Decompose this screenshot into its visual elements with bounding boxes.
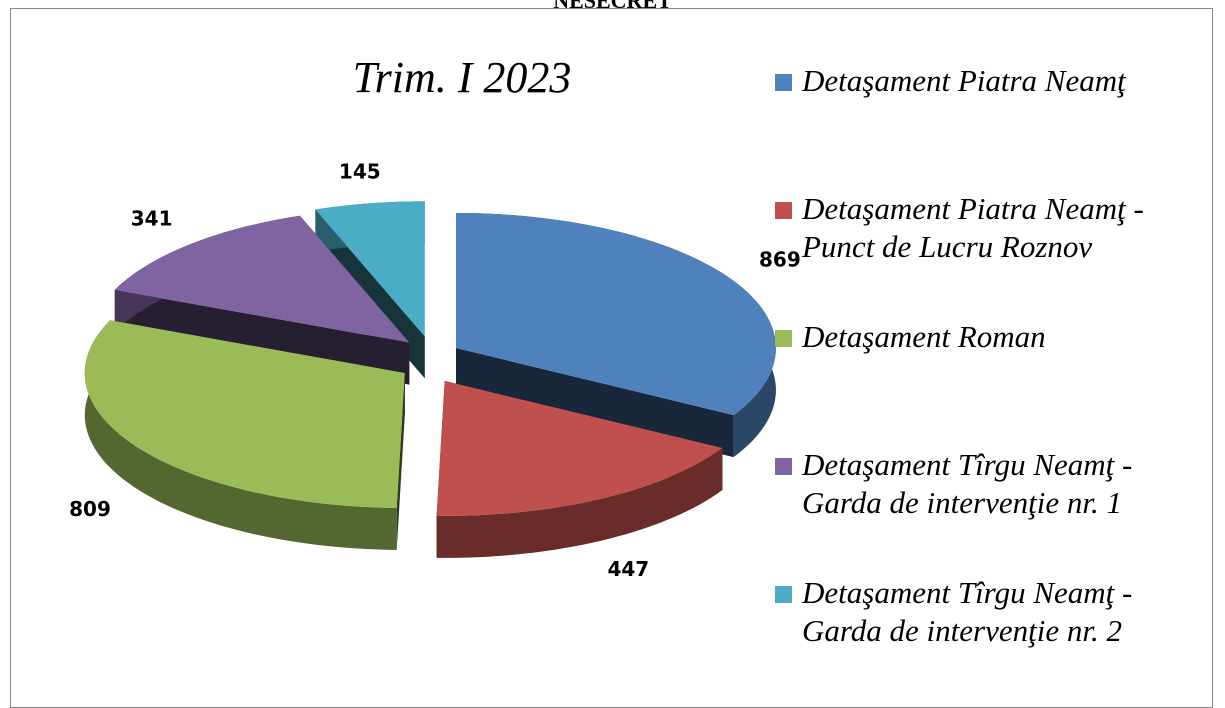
legend-label: Detaşament Tîrgu Neamţ - Garda de interv… [802,447,1133,520]
legend-swatch [775,202,792,219]
legend-item: Detaşament Roman [775,318,1215,446]
data-label: 447 [607,557,649,581]
legend-item: Detaşament Tîrgu Neamţ - Garda de interv… [775,574,1215,702]
slice-side [436,448,723,558]
data-label: 145 [339,159,381,183]
legend-swatch [775,586,792,603]
legend-swatch [775,74,792,91]
legend-swatch [775,458,792,475]
page: {"classification": "NESECRET", "chart_da… [10,0,1213,708]
classification: NESECRET [553,0,672,13]
slice-top [114,215,410,343]
chart: Trim. I 2023 869 447 809 341 145 [69,53,801,581]
slice-top [455,213,776,416]
data-label: 341 [131,207,173,231]
slice [84,320,405,550]
data-label: 869 [759,247,801,271]
slice-top [84,320,405,508]
slice-wall [456,348,734,458]
slice-wall [396,373,405,550]
slice-top [315,201,425,337]
legend-item: Detaşament Piatra Neamţ - Punct de Lucru… [775,190,1215,318]
legend-label: Detaşament Tîrgu Neamţ - Garda de interv… [802,575,1133,648]
legend-item: Detaşament Piatra Neamţ [775,62,1215,190]
slice-top [436,380,723,516]
chart-title: Trim. I 2023 [353,53,572,102]
legend-label: Detaşament Piatra Neamţ [802,63,1126,98]
legend-swatch [775,330,792,347]
slice [436,380,723,558]
data-label: 809 [69,497,111,521]
legend-label: Detaşament Roman [802,319,1046,354]
legend-label: Detaşament Piatra Neamţ - Punct de Lucru… [802,191,1144,264]
legend: Detaşament Piatra Neamţ Detaşament Piatra… [775,62,1215,702]
legend-item: Detaşament Tîrgu Neamţ - Garda de interv… [775,446,1215,574]
slice-side [84,320,397,550]
slice [455,213,776,458]
